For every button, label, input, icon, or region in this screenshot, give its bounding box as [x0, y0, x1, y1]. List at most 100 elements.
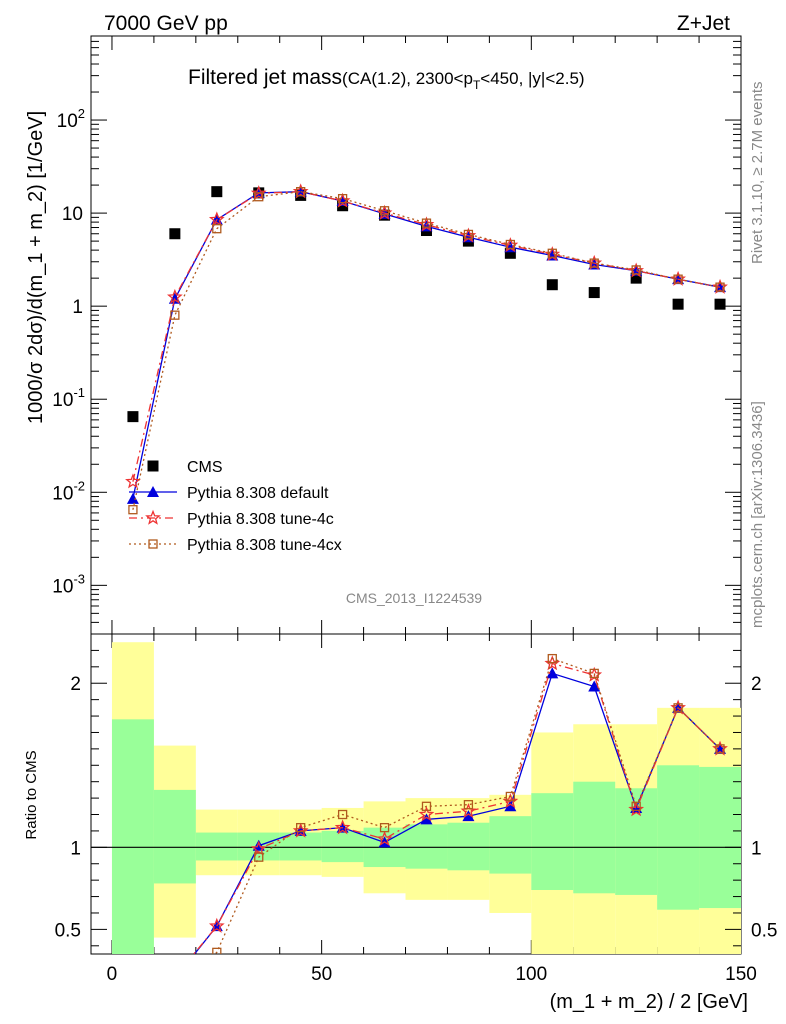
ratio-point [169, 973, 181, 984]
data-point [250, 185, 267, 201]
ratio-series-1 [169, 655, 728, 982]
header-right: Z+Jet [677, 12, 730, 35]
legend: CMS Pythia 8.308 default Pythia 8.308 tune… [129, 459, 342, 554]
ratio-point [670, 699, 686, 715]
ratio-point [208, 917, 225, 933]
ratio-point [212, 947, 222, 954]
main-series-line [132, 191, 721, 482]
ratio-y-tick-label: 0.5 [751, 920, 777, 941]
main-series-line [132, 191, 721, 510]
data-point [254, 192, 264, 202]
ratio-series-2 [171, 653, 725, 994]
stat-uncertainty-band [447, 822, 490, 871]
ratio-y-axis-label: Ratio to CMS [23, 750, 40, 839]
legend-label: CMS [187, 459, 223, 476]
data-point [589, 258, 599, 268]
data-point [292, 183, 309, 199]
data-point [714, 298, 726, 310]
ratio-point [673, 703, 683, 713]
stat-uncertainty-band [489, 816, 532, 874]
y-tick-label: 1 [72, 297, 83, 318]
ratio-point [379, 822, 390, 833]
header-left: 7000 GeV pp [104, 12, 228, 35]
stat-uncertainty-band [321, 830, 364, 863]
ratio-y-tick-label: 2 [751, 674, 762, 695]
rivet-label: Rivet 3.1.10, ≥ 2.7M events [749, 82, 766, 265]
legend-label: Pythia 8.308 tune-4cx [187, 537, 342, 554]
ratio-point [334, 819, 351, 835]
stat-uncertainty-band [405, 824, 448, 869]
data-point [712, 278, 728, 294]
data-point [670, 270, 686, 286]
data-point [631, 265, 641, 275]
main-series-3 [128, 187, 725, 515]
x-tick-label: 50 [311, 964, 332, 985]
stat-uncertainty-band [573, 781, 616, 894]
ratio-point [421, 801, 432, 811]
legend-label: Pythia 8.308 default [187, 485, 329, 502]
ratio-point [715, 744, 725, 754]
stat-uncertainty-band [699, 766, 741, 909]
data-point [547, 248, 557, 258]
title-main: Filtered jet mass [188, 66, 342, 89]
legend-marker [148, 539, 158, 549]
ratio-point [420, 813, 433, 825]
data-point [421, 218, 432, 228]
stat-uncertainty-band [111, 719, 154, 954]
stat-uncertainty-band [153, 789, 196, 884]
mcplots-label: mcplots.cern.ch [arXiv:1306.3436] [749, 401, 766, 628]
ratio-point [169, 970, 181, 982]
legend-marker [147, 460, 159, 472]
ratio-plot-layer: 0 50 100 150 0.5 0.5 1 1 2 2 [55, 634, 777, 994]
data-point [125, 473, 141, 489]
ratio-point [544, 655, 561, 671]
ratio-point [171, 986, 179, 994]
x-tick-label: 150 [725, 964, 757, 985]
legend-marker [147, 486, 159, 497]
ratio-point [376, 830, 393, 846]
ratio-point [628, 801, 645, 817]
y-tick-label: 102 [57, 106, 85, 132]
data-point [128, 505, 138, 515]
title-tail: <450, |y|<2.5) [480, 69, 584, 88]
main-series-line [132, 191, 721, 499]
main-plot-layer: 10-3 10-2 10-1 1 10 102 [52, 35, 742, 635]
main-y-axis-label: 1000/σ 2dσ)/d(m_1 + m_2) [1/GeV] [25, 111, 47, 424]
ratio-point [502, 793, 519, 809]
data-point [715, 282, 725, 292]
ratio-point [547, 653, 557, 664]
stat-uncertainty-band [531, 793, 574, 890]
x-tick-label: 0 [107, 964, 118, 985]
data-point [126, 492, 139, 504]
data-point [630, 272, 642, 284]
data-point [296, 187, 306, 197]
data-point [127, 411, 139, 423]
data-point [673, 274, 683, 284]
ratio-point [712, 740, 728, 756]
y-tick-label: 10-3 [52, 571, 85, 597]
ratio-point [460, 802, 477, 818]
ratio-inner [91, 642, 741, 994]
ratio-point [462, 810, 475, 822]
y-tick-label: 10-1 [52, 385, 85, 411]
ratio-y-tick-label: 1 [751, 838, 762, 859]
y-tick-label: 10 [62, 204, 83, 225]
data-point [586, 254, 603, 270]
data-point [166, 288, 183, 304]
data-point [505, 239, 516, 250]
legend-marker [145, 509, 161, 525]
data-point [672, 298, 684, 310]
ratio-point [589, 668, 599, 679]
ratio-y-tick-label: 1 [70, 838, 81, 859]
data-point [379, 206, 390, 216]
ratio-point [546, 667, 559, 679]
data-point [208, 211, 225, 227]
data-point [463, 229, 474, 240]
ratio-point [250, 840, 267, 856]
ratio-y-tick-label: 0.5 [55, 920, 81, 941]
data-point [170, 310, 180, 320]
data-point [212, 224, 222, 234]
legend-label: Pythia 8.308 tune-4c [187, 511, 334, 528]
ratio-point [337, 809, 348, 820]
